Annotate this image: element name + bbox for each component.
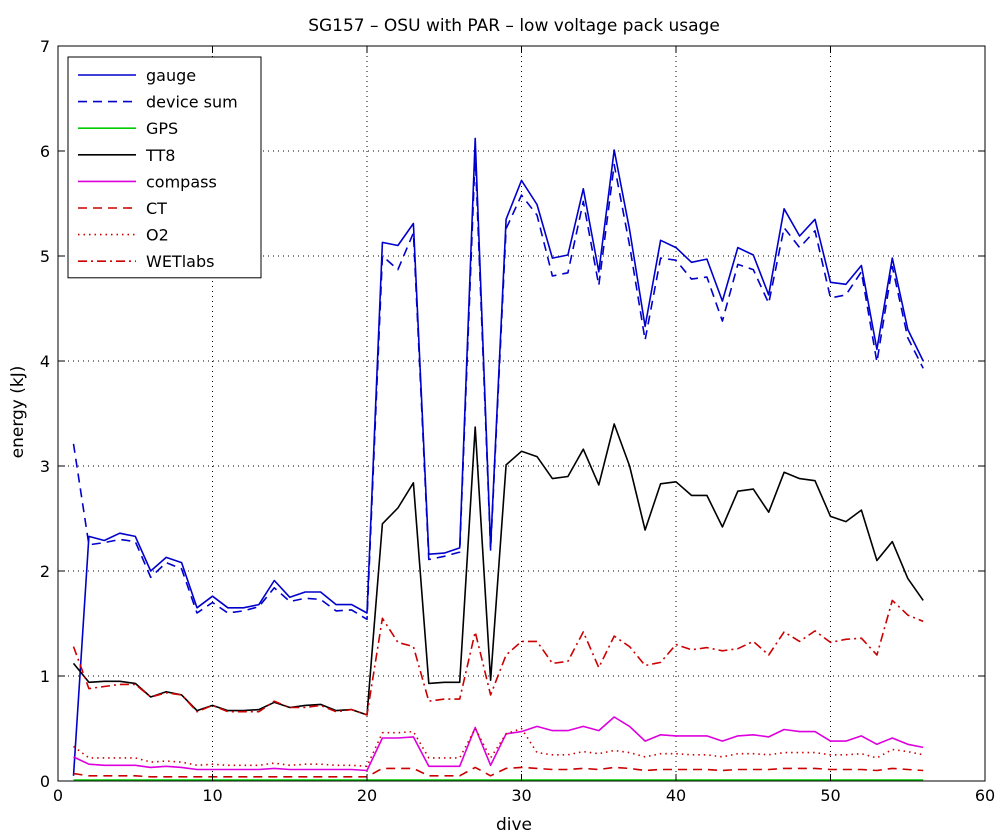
y-tick-label: 6: [40, 142, 50, 161]
y-tick-label: 1: [40, 667, 50, 686]
x-tick-label: 30: [511, 786, 531, 805]
series-line-tt8: [72, 423, 924, 716]
x-tick-label: 10: [202, 786, 222, 805]
series-line-wetlabs: [72, 599, 924, 716]
series-line-o2: [73, 727, 924, 768]
legend-entry-label: TT8: [145, 146, 175, 165]
y-tick-label: 0: [40, 772, 50, 791]
y-axis-label: energy (kJ): [8, 366, 28, 459]
series-lines: [72, 137, 924, 781]
y-tick-label: 4: [40, 352, 50, 371]
y-tick-label: 2: [40, 562, 50, 581]
x-tick-label: 0: [53, 786, 63, 805]
legend-entry-label: O2: [146, 226, 169, 245]
legend-entry-label: device sum: [146, 93, 238, 112]
legend-box: [67, 56, 262, 279]
legend-entry-label: CT: [146, 199, 167, 218]
series-line-ct: [73, 766, 924, 778]
y-tick-label: 5: [40, 247, 50, 266]
chart-title: SG157 – OSU with PAR – low voltage pack …: [308, 16, 720, 36]
x-tick-label: 50: [820, 786, 840, 805]
x-tick-label: 20: [357, 786, 377, 805]
series-line-compass: [73, 716, 924, 772]
legend-entry-label: gauge: [146, 66, 196, 85]
x-tick-label: 60: [975, 786, 995, 805]
legend: gauge device sum GPS TT8 compass CT O2 WETlabs: [67, 56, 262, 279]
y-tick-label: 7: [40, 37, 50, 56]
legend-entry-label: WETlabs: [146, 252, 214, 271]
x-axis-label: dive: [496, 815, 532, 835]
x-tick-label: 40: [666, 786, 686, 805]
axis-ticks: 0 10 20 30 40 50 60 0 1 2 3 4 5 6 7: [40, 37, 995, 805]
series-line-device-sum: [72, 153, 924, 621]
legend-entry-label: compass: [146, 172, 217, 191]
y-tick-label: 3: [40, 457, 50, 476]
series-line-gauge: [72, 137, 924, 776]
legend-entry-label: GPS: [146, 119, 178, 138]
